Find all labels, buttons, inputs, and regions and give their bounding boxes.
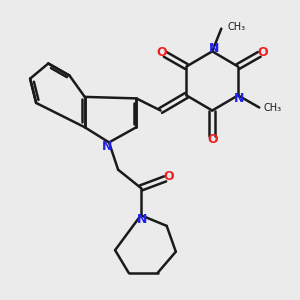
Text: N: N xyxy=(234,92,245,105)
Text: CH₃: CH₃ xyxy=(227,22,245,32)
Text: N: N xyxy=(137,213,147,226)
Text: N: N xyxy=(208,42,219,55)
Text: O: O xyxy=(258,46,268,59)
Text: O: O xyxy=(156,46,167,59)
Text: CH₃: CH₃ xyxy=(264,103,282,112)
Text: O: O xyxy=(164,170,174,183)
Text: O: O xyxy=(207,133,217,146)
Text: N: N xyxy=(101,140,112,153)
